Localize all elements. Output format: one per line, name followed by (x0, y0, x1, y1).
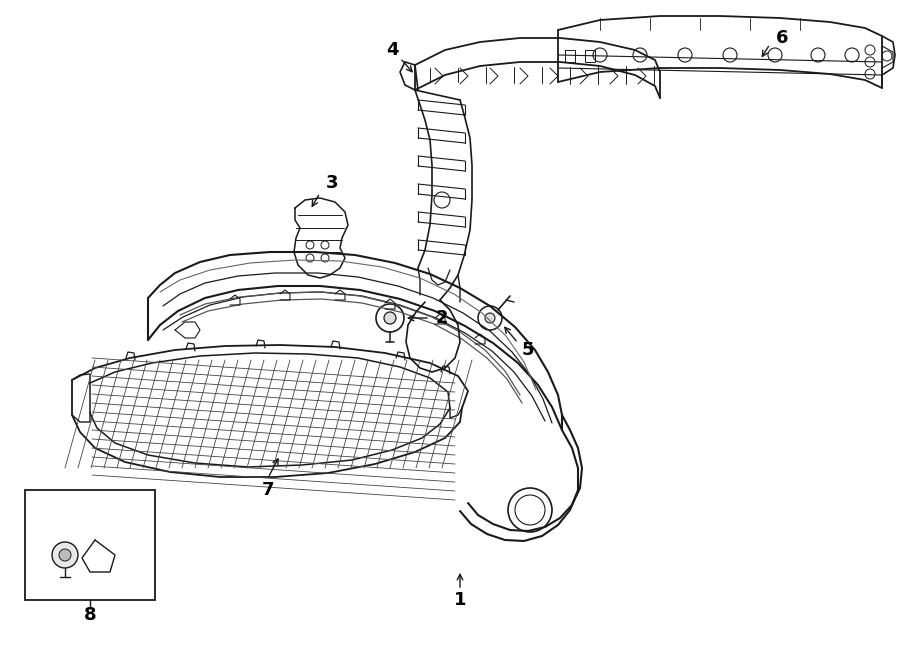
Circle shape (384, 312, 396, 324)
Text: 5: 5 (522, 341, 535, 359)
Text: 3: 3 (326, 174, 338, 192)
Circle shape (485, 313, 495, 323)
Text: 6: 6 (776, 29, 788, 47)
Text: 1: 1 (454, 591, 466, 609)
Circle shape (59, 549, 71, 561)
Bar (25, 490, 155, 600)
Text: 2: 2 (436, 309, 448, 327)
Text: 8: 8 (84, 606, 96, 624)
Circle shape (52, 542, 78, 568)
Text: 4: 4 (386, 41, 398, 59)
Text: 7: 7 (262, 481, 274, 499)
